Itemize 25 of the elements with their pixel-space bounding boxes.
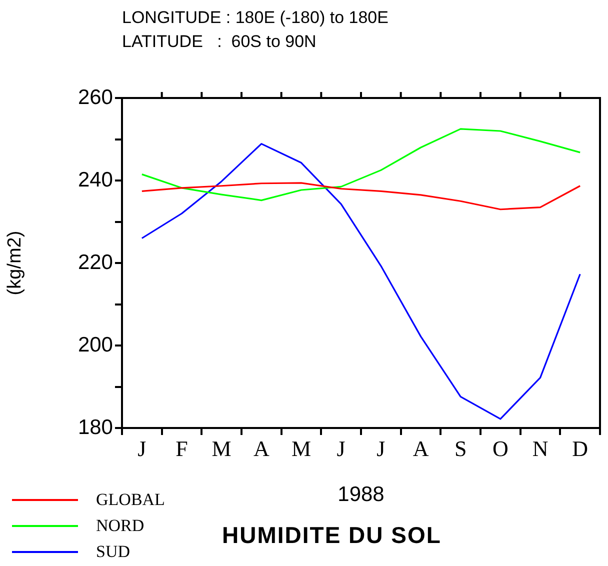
x-tick-label: J <box>336 436 346 461</box>
legend-label: GLOBAL <box>96 490 165 510</box>
y-tick-label: 200 <box>78 333 113 356</box>
text: LATITUDE : 60S to 90N <box>122 31 318 53</box>
x-tick-label: A <box>412 436 429 461</box>
y-axis-title: (kg/m2) <box>4 230 26 296</box>
y-tick-label: 260 <box>78 86 113 109</box>
y-tick-label: 220 <box>78 250 113 274</box>
x-tick-label: D <box>572 436 588 461</box>
x-tick-label: F <box>176 436 188 461</box>
x-tick-label: J <box>376 436 386 461</box>
legend-label: SUD <box>96 542 130 562</box>
x-tick-label: N <box>532 436 548 461</box>
x-tick-label: M <box>291 436 312 461</box>
x-tick-label: A <box>253 436 270 461</box>
text: LONGITUDE : 180E (-180) to 180E <box>122 7 388 29</box>
x-tick-label: J <box>138 436 147 461</box>
x-tick-label: M <box>212 436 232 461</box>
text: HUMIDITE DU SOL <box>222 522 442 549</box>
x-axis-title: 1988 <box>338 483 384 506</box>
y-tick-label: 180 <box>78 416 113 439</box>
x-tick-label: S <box>454 436 467 461</box>
legend-label: NORD <box>96 516 144 536</box>
y-tick-label: 240 <box>78 168 113 192</box>
x-tick-label: O <box>492 436 508 461</box>
